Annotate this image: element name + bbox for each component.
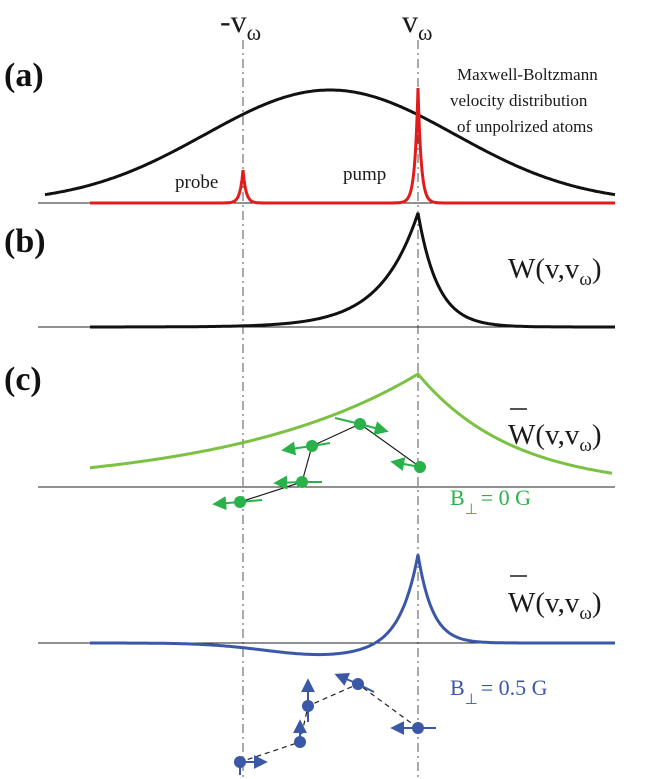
panel-d-walk-arrows: [239, 672, 436, 775]
walk-dot: [294, 736, 306, 748]
panel-d-walk-path: [239, 683, 419, 763]
svg-text:W(v,vω): W(v,vω): [508, 419, 602, 456]
pump-probe-curve: [90, 87, 615, 205]
panel-b-formula: W(v,vω): [508, 253, 602, 290]
walk-dot: [352, 678, 364, 690]
panel-b: (b) W(v,vω): [4, 212, 615, 329]
panel-a-label: (a): [4, 57, 44, 94]
probe-label: probe: [175, 172, 218, 193]
walk-dot: [234, 496, 246, 508]
panel-d-field-label: B⊥ = 0.5 G: [450, 675, 548, 708]
panel-c-field-label: B⊥ = 0 G: [450, 485, 531, 518]
panel-d: W(v,vω) B⊥ = 0.5 G: [38, 554, 615, 775]
panel-b-label: (b): [4, 223, 46, 260]
walk-dot: [412, 722, 424, 734]
panel-c: (c) W(v,vω) B⊥ = 0 G: [4, 361, 615, 518]
walk-dot: [302, 700, 314, 712]
panel-c-curve: [89, 372, 613, 475]
svg-text:B⊥= 0.5 G: B⊥ = 0.5 G: [450, 675, 548, 708]
walk-dot: [234, 756, 246, 768]
maxwell-boltzmann-curve: [44, 88, 616, 197]
marker-pos-v: vω: [402, 3, 432, 45]
annotation-line-1: Maxwell-Boltzmann: [457, 65, 598, 84]
pump-label: pump: [343, 164, 386, 185]
panel-a: (a) Maxwell-Boltzmann velocity distribut…: [4, 57, 616, 205]
walk-dot: [354, 418, 366, 430]
annotation-line-3: of unpolrized atoms: [457, 117, 593, 136]
panel-c-walk-dots: [234, 418, 426, 508]
panel-c-walk-arrows: [212, 417, 421, 511]
walk-dot: [306, 440, 318, 452]
panel-d-walk-dots: [234, 678, 424, 768]
panel-c-formula: W(v,vω): [508, 408, 602, 456]
panel-d-formula: W(v,vω): [508, 575, 602, 624]
svg-text:W(v,vω): W(v,vω): [508, 587, 602, 624]
walk-dot: [296, 476, 308, 488]
svg-text:vω: vω: [402, 3, 432, 45]
panel-c-label: (c): [4, 361, 42, 398]
maxwell-boltzmann-annotation: Maxwell-Boltzmann velocity distribution …: [450, 65, 598, 136]
annotation-line-2: velocity distribution: [450, 91, 588, 110]
panel-d-curve: [90, 554, 615, 657]
svg-text:B⊥= 0 G: B⊥ = 0 G: [450, 485, 531, 518]
marker-neg-v: -vω: [220, 3, 261, 45]
panel-b-curve: [90, 212, 615, 329]
walk-dot: [414, 461, 426, 473]
svg-text:-vω: -vω: [220, 3, 261, 45]
svg-text:W(v,vω): W(v,vω): [508, 253, 602, 290]
